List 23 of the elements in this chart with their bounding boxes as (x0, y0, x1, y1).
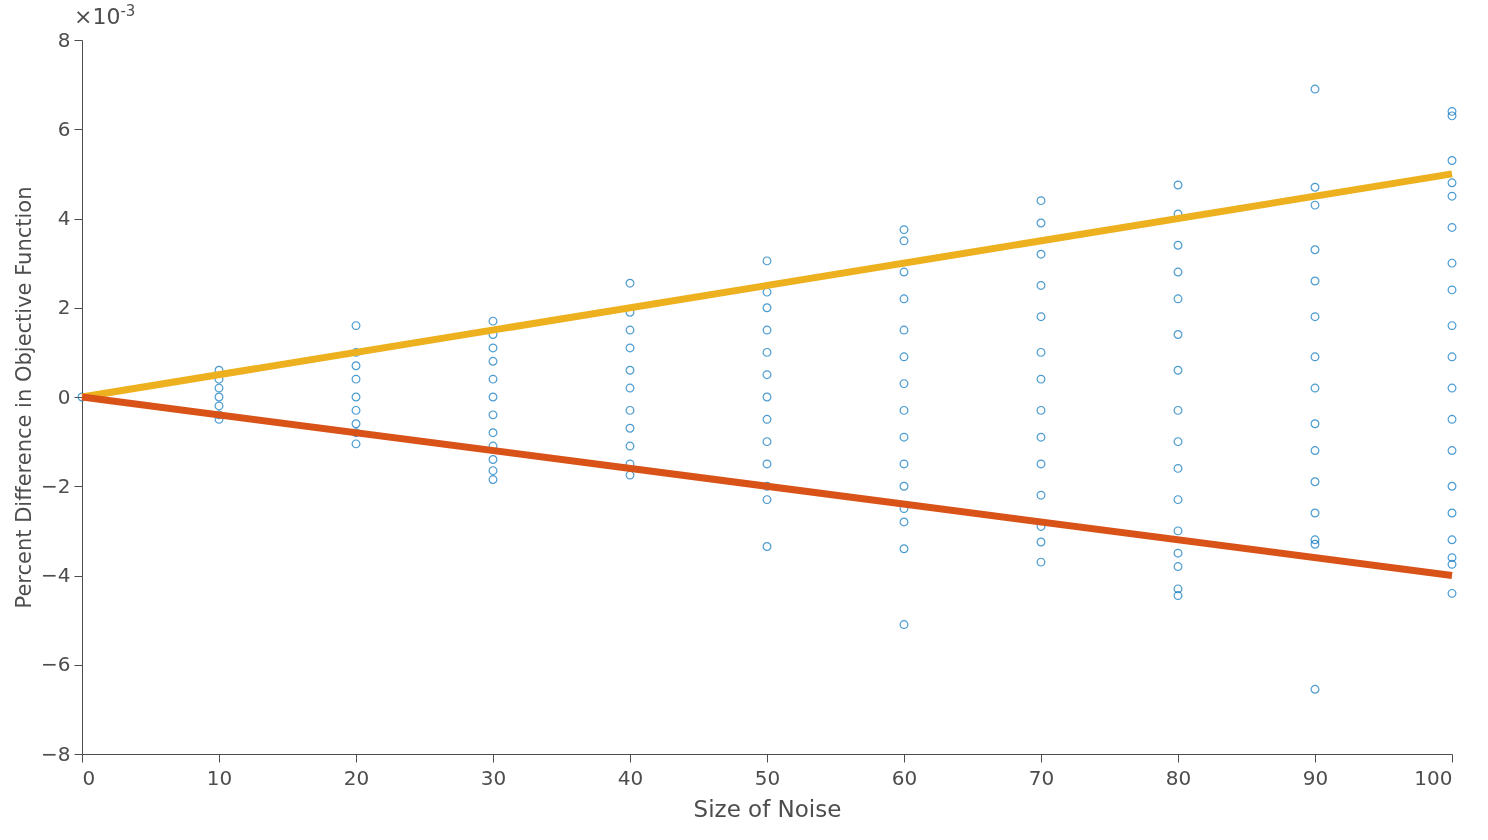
x-tick-label: 40 (617, 765, 644, 790)
x-tick-label: 100 (1414, 765, 1453, 790)
x-tick-label: 50 (754, 765, 781, 790)
text: ×10$^{-3}$ (74, 2, 136, 30)
x-axis-title: Size of Noise (693, 795, 842, 822)
y-tick-label: 0 (57, 384, 71, 409)
x-tick-label: 20 (343, 765, 370, 790)
y-tick-label: 2 (57, 295, 71, 320)
y-axis-title: Percent Difference in Objective Function (12, 186, 37, 609)
y-tick-label: −4 (41, 563, 71, 587)
x-tick-label: 70 (1028, 765, 1055, 790)
x-tick-label: 80 (1165, 765, 1192, 790)
y-tick-label: 4 (57, 206, 71, 230)
y-tick-label: −2 (41, 473, 71, 498)
y-tick-label: 8 (57, 27, 71, 52)
y-tick-label: −6 (41, 652, 71, 677)
x-tick-label: 90 (1302, 765, 1329, 790)
x-tick-label: 10 (206, 765, 233, 790)
y-tick-label: −8 (41, 741, 71, 766)
y-tick-label: 6 (57, 116, 71, 141)
x-tick-label: 60 (891, 765, 918, 790)
x-tick-label: 30 (480, 765, 507, 790)
x-tick-label: 0 (82, 765, 96, 790)
